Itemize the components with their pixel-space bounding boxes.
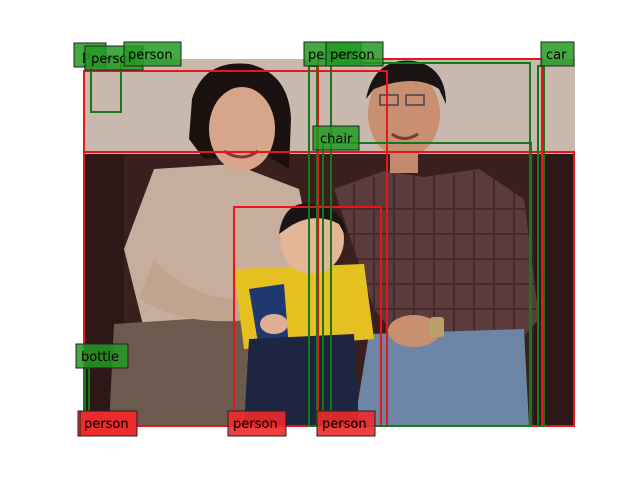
family-photo [84,59,575,426]
